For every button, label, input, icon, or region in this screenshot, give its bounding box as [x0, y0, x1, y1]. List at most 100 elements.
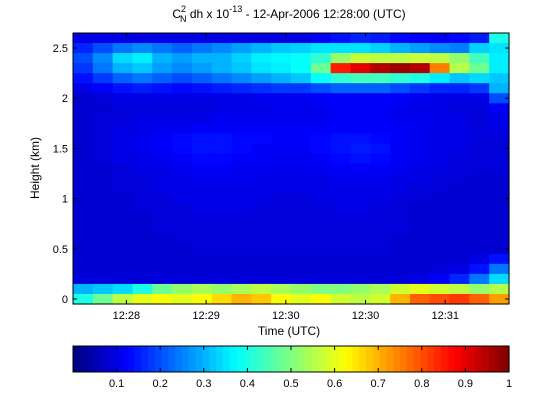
colorbar-segment	[352, 346, 360, 372]
heatmap-cell	[489, 43, 510, 54]
heatmap-cell	[152, 133, 173, 145]
heatmap-cell	[469, 163, 490, 175]
heatmap-cell	[271, 43, 292, 54]
heatmap-cell	[370, 173, 391, 185]
heatmap-cell	[92, 193, 114, 205]
heatmap-cell	[489, 243, 510, 255]
heatmap-cell	[449, 173, 470, 185]
x-tick-label: 12:30	[272, 310, 300, 322]
heatmap-cell	[489, 143, 510, 155]
heatmap-cell	[350, 143, 371, 155]
colorbar-segment	[263, 346, 272, 372]
heatmap-cell	[191, 253, 213, 265]
heatmap-cell	[330, 73, 352, 84]
heatmap-cell	[191, 113, 213, 124]
heatmap-cell	[370, 73, 391, 84]
heatmap-cell	[251, 273, 272, 285]
heatmap-cell	[92, 163, 114, 175]
heatmap-cell	[251, 143, 272, 155]
heatmap-cell	[191, 273, 213, 285]
heatmap-cell	[409, 263, 431, 275]
heatmap-cell	[251, 83, 272, 94]
heatmap-cell	[231, 283, 252, 295]
heatmap-cell	[350, 263, 371, 275]
heatmap-cell	[211, 273, 233, 285]
heatmap-cell	[92, 283, 114, 295]
heatmap-cell	[350, 293, 371, 305]
heatmap-cell	[211, 133, 233, 145]
heatmap-cell	[73, 183, 94, 195]
heatmap-cell	[172, 53, 193, 64]
heatmap-cell	[191, 53, 213, 64]
colorbar-segment	[229, 346, 238, 372]
colorbar-segment	[284, 346, 292, 372]
heatmap-cell	[489, 173, 510, 185]
heatmap-cell	[191, 243, 213, 255]
y-tick-label: 0	[62, 294, 68, 306]
heatmap-cell	[370, 83, 391, 94]
heatmap-cell	[370, 243, 391, 255]
heatmap-cell	[132, 83, 153, 94]
heatmap-cell	[350, 273, 371, 285]
heatmap-cell	[330, 93, 352, 104]
colorbar-segment	[202, 346, 210, 372]
heatmap-cell	[231, 73, 252, 84]
y-axis-label: Height (km)	[28, 137, 42, 199]
heatmap-cell	[251, 183, 272, 195]
heatmap-cell	[251, 223, 272, 235]
heatmap-cell	[390, 83, 411, 94]
heatmap-cell	[429, 33, 451, 44]
heatmap-cell	[191, 203, 213, 215]
heatmap-cell	[172, 263, 193, 275]
heatmap-cell	[310, 233, 332, 245]
heatmap-cell	[449, 183, 470, 195]
heatmap-cell	[350, 193, 371, 205]
heatmap-cell	[231, 213, 252, 225]
heatmap-cell	[132, 223, 153, 235]
heatmap-cell	[231, 43, 252, 54]
heatmap-cell	[310, 153, 332, 165]
heatmap-cell	[271, 53, 292, 64]
heatmap-cell	[469, 153, 490, 165]
heatmap-cell	[449, 133, 470, 145]
colorbar-segment	[434, 346, 442, 372]
heatmap-cell	[469, 213, 490, 225]
heatmap-cell	[310, 253, 332, 265]
heatmap-cell	[429, 193, 451, 205]
heatmap-cell	[172, 163, 193, 175]
heatmap-cell	[449, 73, 470, 84]
heatmap-cell	[370, 103, 391, 114]
heatmap-cell	[231, 123, 252, 134]
heatmap-cell	[469, 173, 490, 185]
x-tick-label: 12:28	[113, 310, 141, 322]
heatmap-cell	[330, 293, 352, 305]
heatmap-cell	[310, 63, 332, 74]
colorbar-segment	[209, 346, 217, 372]
heatmap-cell	[152, 173, 173, 185]
heatmap-cell	[172, 193, 193, 205]
colorbar-segment	[386, 346, 394, 372]
title-base: C	[172, 7, 181, 21]
colorbar-segment	[297, 346, 306, 372]
heatmap-cell	[152, 33, 173, 44]
heatmap-cell	[211, 203, 233, 215]
heatmap-cell	[310, 193, 332, 205]
heatmap-cell	[271, 163, 292, 175]
heatmap-cell	[231, 103, 252, 114]
colorbar-segment	[413, 346, 422, 372]
heatmap-cell	[251, 153, 272, 165]
heatmap-cell	[112, 103, 134, 114]
heatmap-cell	[429, 233, 451, 245]
heatmap-cell	[73, 233, 94, 245]
heatmap-cell	[251, 103, 272, 114]
heatmap-cell	[291, 93, 312, 104]
heatmap-cell	[449, 293, 470, 305]
heatmap-cell	[132, 203, 153, 215]
heatmap-cell	[211, 123, 233, 134]
heatmap-cell	[370, 43, 391, 54]
heatmap-cell	[231, 153, 252, 165]
heatmap-cell	[489, 193, 510, 205]
heatmap-cell	[409, 283, 431, 295]
heatmap-cell	[152, 73, 173, 84]
colorbar-segment	[168, 346, 176, 372]
